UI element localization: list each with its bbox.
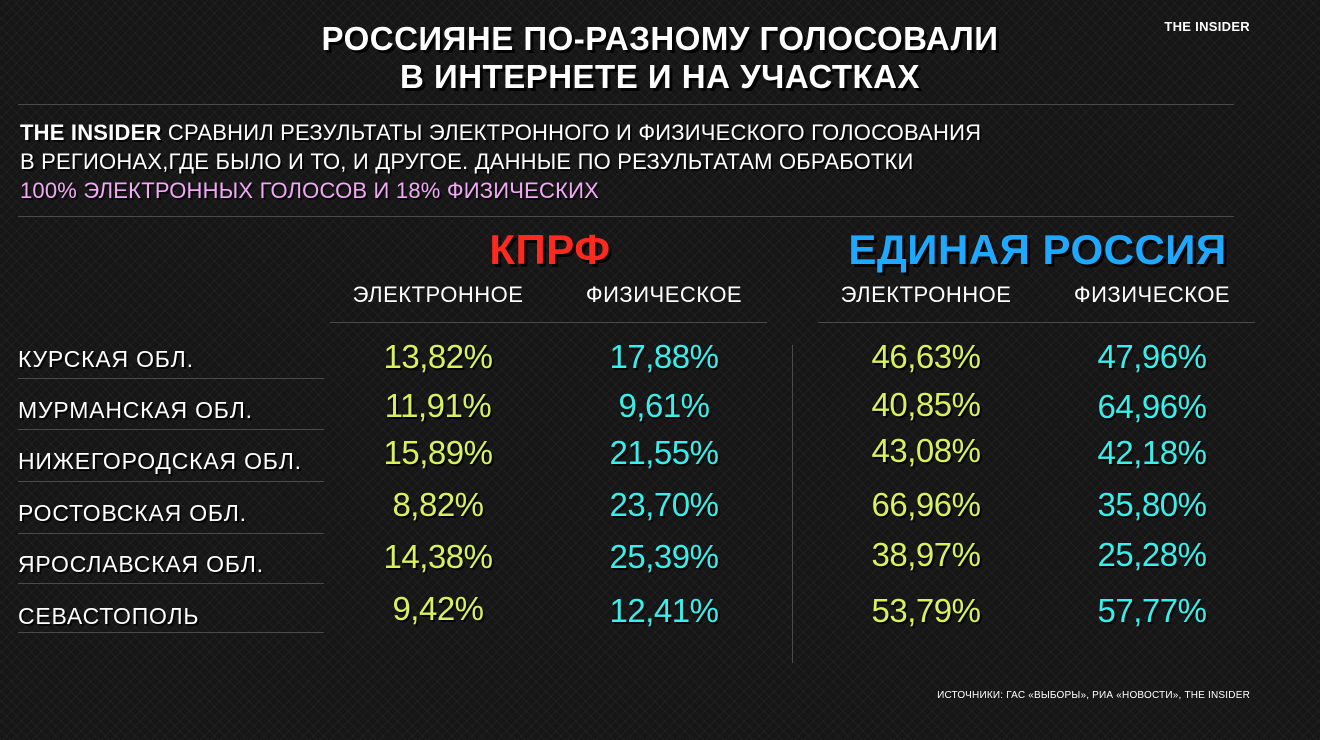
er-electronic-value: 38,97% bbox=[871, 536, 981, 573]
er-physical-value: 64,96% bbox=[1097, 388, 1207, 425]
row-divider bbox=[18, 378, 324, 379]
kprf-physical-value: 25,39% bbox=[609, 538, 719, 575]
region-label: ЯРОСЛАВСКАЯ ОБЛ. bbox=[18, 551, 264, 577]
kprf-header-underline bbox=[330, 322, 767, 323]
kprf-physical-value: 12,41% bbox=[609, 592, 719, 629]
er-physical-header: ФИЗИЧЕСКОЕ bbox=[1073, 282, 1231, 307]
kprf-electronic-value: 9,42% bbox=[392, 590, 484, 627]
kprf-electronic-value: 14,38% bbox=[383, 538, 493, 575]
kprf-electronic-value: 8,82% bbox=[392, 486, 484, 523]
er-physical-value: 35,80% bbox=[1097, 486, 1207, 523]
kprf-physical-header: ФИЗИЧЕСКОЕ bbox=[585, 282, 743, 307]
page-title: РОССИЯНЕ ПО-РАЗНОМУ ГОЛОСОВАЛИ В ИНТЕРНЕ… bbox=[160, 20, 1160, 96]
party-er-heading: ЕДИНАЯ РОССИЯ bbox=[848, 226, 1227, 273]
intro-line-1: THE INSIDER СРАВНИЛ РЕЗУЛЬТАТЫ ЭЛЕКТРОНН… bbox=[20, 118, 1240, 147]
divider-middle bbox=[18, 216, 1234, 217]
title-line-1: РОССИЯНЕ ПО-РАЗНОМУ ГОЛОСОВАЛИ bbox=[321, 20, 999, 57]
kprf-electronic-value: 15,89% bbox=[383, 434, 493, 471]
intro-line-2: В РЕГИОНАХ,ГДЕ БЫЛО И ТО, И ДРУГОЕ. ДАНН… bbox=[20, 149, 914, 174]
intro-lead: THE INSIDER bbox=[20, 120, 162, 145]
er-electronic-value: 40,85% bbox=[871, 386, 981, 423]
region-label: КУРСКАЯ ОБЛ. bbox=[18, 346, 194, 372]
row-divider bbox=[18, 583, 324, 584]
row-divider bbox=[18, 632, 324, 633]
er-physical-value: 47,96% bbox=[1097, 338, 1207, 375]
er-electronic-value: 43,08% bbox=[871, 432, 981, 469]
er-physical-value: 25,28% bbox=[1097, 536, 1207, 573]
party-kprf-heading: КПРФ bbox=[489, 226, 611, 273]
region-label: СЕВАСТОПОЛЬ bbox=[18, 603, 200, 629]
source-note: ИСТОЧНИКИ: ГАС «ВЫБОРЫ», РИА «НОВОСТИ», … bbox=[937, 690, 1250, 701]
kprf-electronic-value: 13,82% bbox=[383, 338, 493, 375]
er-electronic-value: 46,63% bbox=[871, 338, 981, 375]
er-physical-value: 57,77% bbox=[1097, 592, 1207, 629]
kprf-physical-value: 21,55% bbox=[609, 434, 719, 471]
row-divider bbox=[18, 533, 324, 534]
kprf-physical-value: 23,70% bbox=[609, 486, 719, 523]
kprf-electronic-value: 11,91% bbox=[384, 387, 492, 424]
er-physical-value: 42,18% bbox=[1097, 434, 1207, 471]
row-divider bbox=[18, 429, 324, 430]
row-divider bbox=[18, 481, 324, 482]
kprf-physical-value: 9,61% bbox=[618, 387, 710, 424]
er-electronic-value: 53,79% bbox=[871, 592, 981, 629]
er-electronic-header: ЭЛЕКТРОННОЕ bbox=[840, 282, 1012, 307]
divider-top bbox=[18, 104, 1234, 105]
intro-line-1-rest: СРАВНИЛ РЕЗУЛЬТАТЫ ЭЛЕКТРОННОГО И ФИЗИЧЕ… bbox=[161, 120, 982, 145]
kprf-electronic-header: ЭЛЕКТРОННОЕ bbox=[352, 282, 524, 307]
er-electronic-value: 66,96% bbox=[871, 486, 981, 523]
region-label: РОСТОВСКАЯ ОБЛ. bbox=[18, 500, 247, 526]
er-header-underline bbox=[818, 322, 1255, 323]
intro-text: THE INSIDER СРАВНИЛ РЕЗУЛЬТАТЫ ЭЛЕКТРОНН… bbox=[20, 118, 1240, 205]
title-line-2: В ИНТЕРНЕТЕ И НА УЧАСТКАХ bbox=[399, 58, 920, 95]
kprf-physical-value: 17,88% bbox=[609, 338, 719, 375]
region-label: МУРМАНСКАЯ ОБЛ. bbox=[18, 397, 253, 423]
column-separator bbox=[792, 345, 793, 663]
region-label: НИЖЕГОРОДСКАЯ ОБЛ. bbox=[18, 448, 302, 474]
brand-logo-text: THE INSIDER bbox=[1164, 19, 1250, 34]
intro-highlight: 100% ЭЛЕКТРОННЫХ ГОЛОСОВ И 18% ФИЗИЧЕСКИ… bbox=[20, 178, 599, 203]
